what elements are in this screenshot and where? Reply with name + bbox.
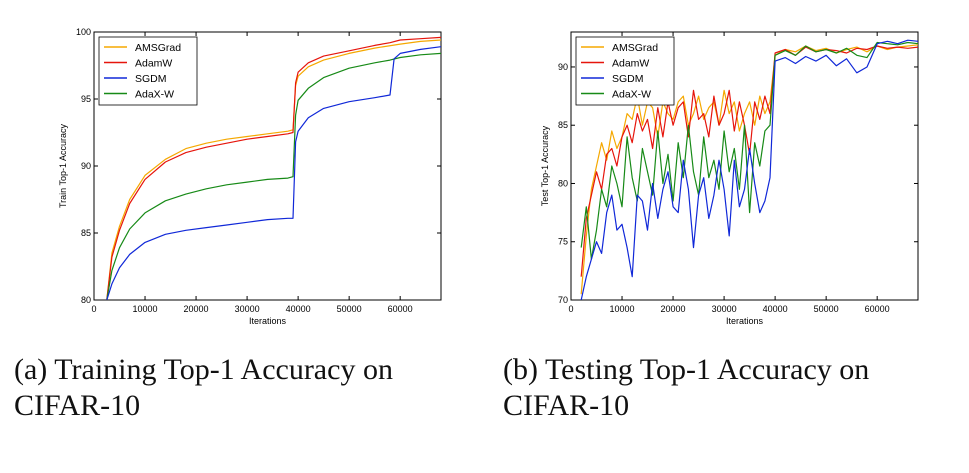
- x-tick-label: 0: [568, 304, 573, 314]
- y-tick-label: 90: [81, 161, 91, 171]
- legend-label-adamw: AdamW: [135, 58, 172, 70]
- x-tick-label: 50000: [337, 304, 362, 314]
- y-tick-label: 75: [558, 237, 568, 247]
- y-tick-label: 85: [81, 228, 91, 238]
- caption-a: (a) Training Top-1 Accuracy on CIFAR-10: [14, 352, 393, 424]
- legend-b: AMSGrad AdamW SGDM AdaX-W: [575, 36, 675, 106]
- x-tick-label: 30000: [712, 304, 737, 314]
- x-tick-label: 60000: [865, 304, 890, 314]
- caption-b-line1: (b) Testing Top-1 Accuracy on: [503, 353, 870, 386]
- caption-a-line1: (a) Training Top-1 Accuracy on: [14, 353, 393, 386]
- y-tick-label: 95: [81, 94, 91, 104]
- y-axis-title-b: Test Top-1 Accuracy: [540, 125, 550, 206]
- chart-b-svg: 0 10000 20000 30000 40000 50000 60000 70 75 80 85 9…: [540, 31, 919, 326]
- x-axis-title-b: Iterations: [726, 316, 764, 326]
- legend-label-adamw: AdamW: [612, 58, 649, 70]
- y-tick-label: 90: [558, 62, 568, 72]
- x-tick-label: 40000: [763, 304, 788, 314]
- y-tick-label: 80: [81, 295, 91, 305]
- legend-label-amsgrad: AMSGrad: [612, 42, 658, 54]
- series-line-adamw-a: [106, 36, 441, 300]
- series-line-adax-w-a: [106, 52, 441, 300]
- plot-frame-b: [570, 31, 919, 301]
- x-tick-label: 20000: [184, 304, 209, 314]
- legend-label-adax-w: AdaX-W: [135, 89, 174, 101]
- y-tick-label: 70: [558, 295, 568, 305]
- series-line-adax-w-b: [580, 41, 918, 260]
- series-group-b: [580, 39, 918, 300]
- legend-label-sgdm: SGDM: [135, 73, 167, 85]
- y-tick-label: 85: [558, 120, 568, 130]
- chart-a-svg: 0 10000 20000 30000 40000 50000 60000 80 85 90 95 1…: [58, 27, 442, 326]
- x-tick-label: 30000: [235, 304, 260, 314]
- caption-b-line2: CIFAR-10: [503, 389, 630, 422]
- series-line-adamw-b: [580, 45, 918, 277]
- legend-label-amsgrad: AMSGrad: [135, 42, 181, 54]
- caption-b: (b) Testing Top-1 Accuracy on CIFAR-10: [503, 352, 869, 424]
- legend-label-sgdm: SGDM: [612, 73, 644, 85]
- y-tick-label: 80: [558, 178, 568, 188]
- x-tick-label: 10000: [610, 304, 635, 314]
- x-tick-label: 40000: [286, 304, 311, 314]
- series-line-amsgrad-a: [106, 39, 441, 300]
- x-tick-label: 20000: [661, 304, 686, 314]
- x-axis-title-a: Iterations: [249, 316, 287, 326]
- x-tick-label: 50000: [814, 304, 839, 314]
- caption-a-line2: CIFAR-10: [14, 389, 141, 422]
- legend-label-adax-w: AdaX-W: [612, 89, 651, 101]
- x-tick-label: 10000: [133, 304, 158, 314]
- x-tick-label: 0: [91, 304, 96, 314]
- series-line-sgdm-b: [580, 39, 918, 300]
- y-tick-label: 100: [76, 27, 91, 37]
- series-group-a: [106, 36, 441, 300]
- y-axis-title-a: Train Top-1 Accuracy: [58, 123, 68, 208]
- legend-a: AMSGrad AdamW SGDM AdaX-W: [98, 36, 198, 106]
- series-line-sgdm-a: [106, 46, 441, 300]
- chart-b: 0 10000 20000 30000 40000 50000 60000 70 75 80 85 9…: [490, 0, 969, 340]
- chart-a: 0 10000 20000 30000 40000 50000 60000 80 85 90 95 1…: [0, 0, 490, 340]
- x-tick-label: 60000: [388, 304, 413, 314]
